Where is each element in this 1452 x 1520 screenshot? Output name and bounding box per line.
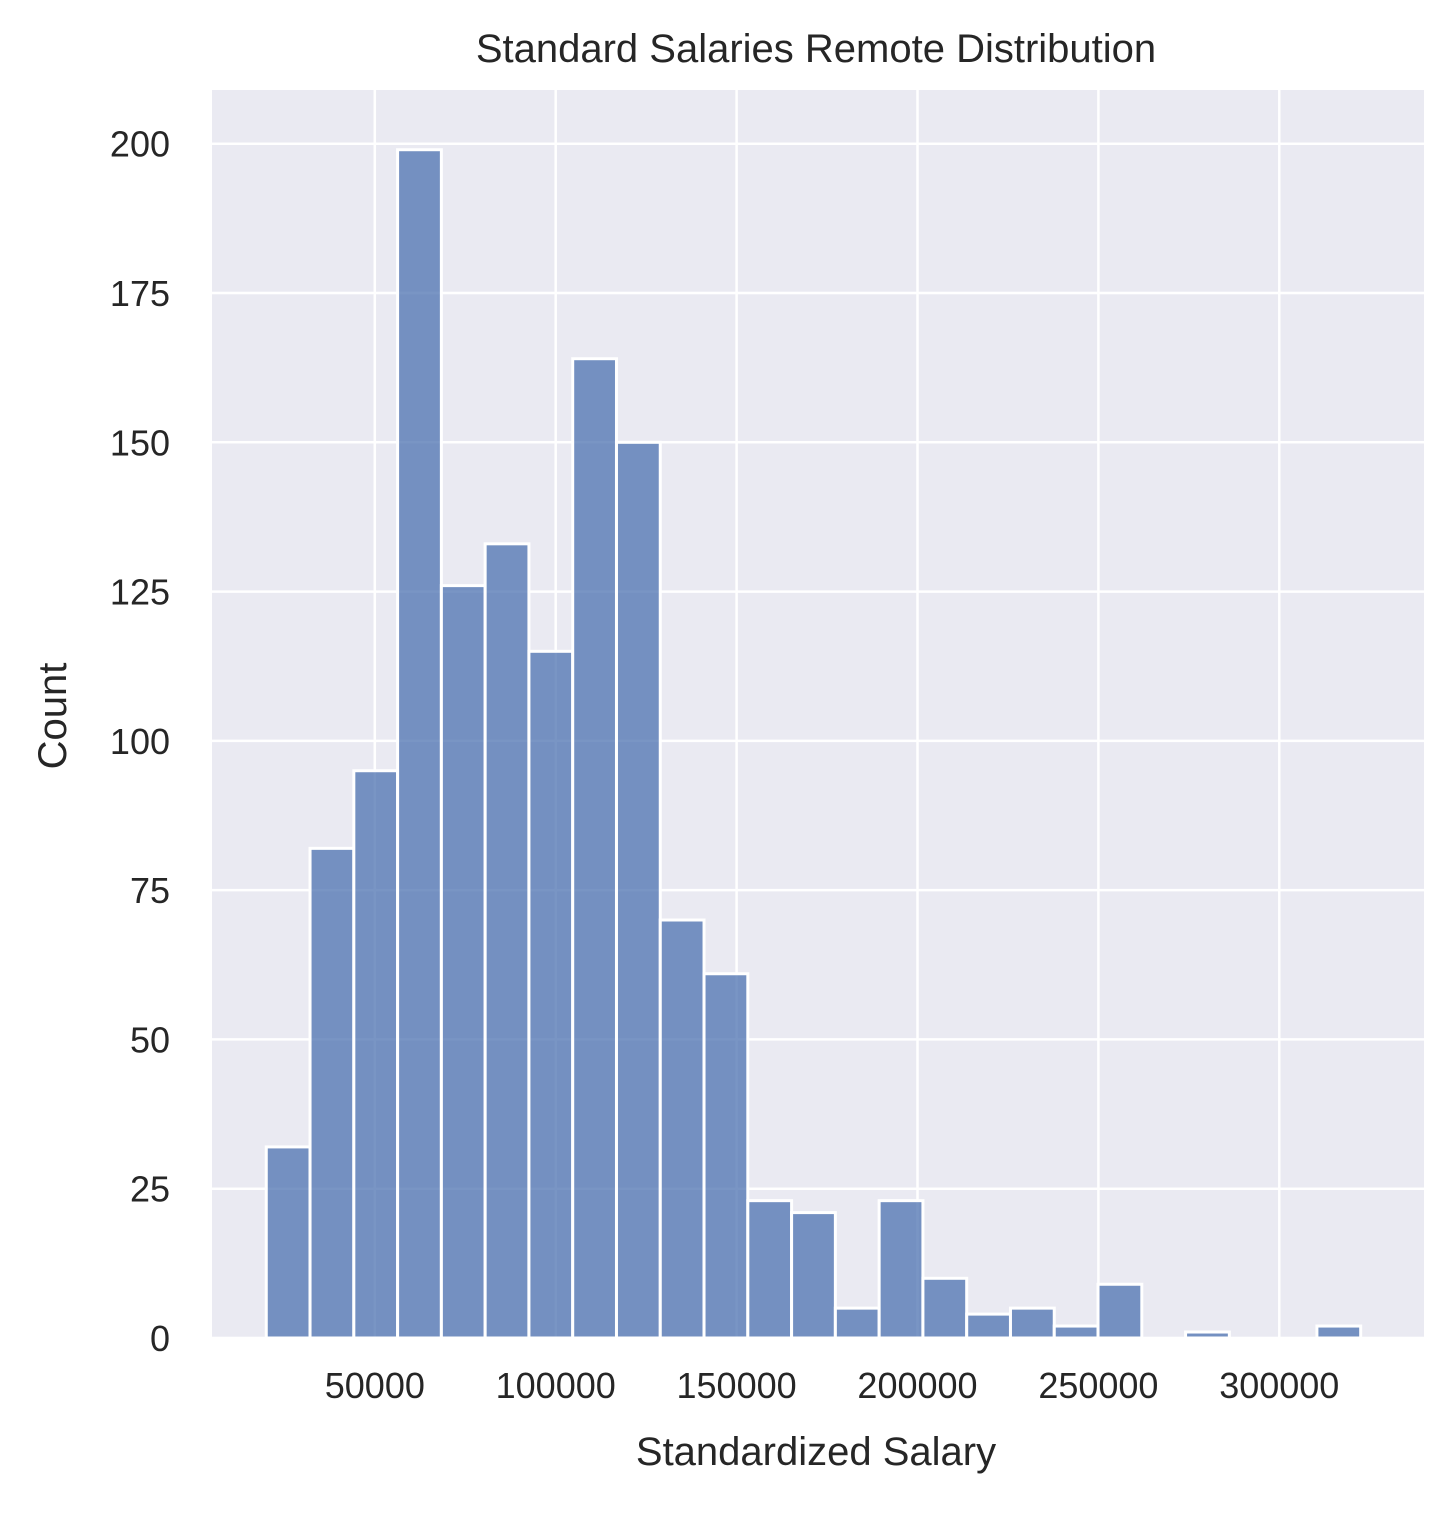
histogram-bar: [1184, 1330, 1231, 1340]
y-tick-label: 125: [110, 572, 170, 613]
bars: [264, 148, 1363, 1340]
x-tick-label: 100000: [496, 1365, 616, 1406]
x-tick-label: 200000: [857, 1365, 977, 1406]
histogram-bar: [658, 918, 706, 1340]
x-tick-label: 150000: [677, 1365, 797, 1406]
y-tick-label: 25: [130, 1169, 170, 1210]
histogram-bar: [965, 1312, 1012, 1340]
histogram-bar: [308, 846, 356, 1340]
y-tick-label: 75: [130, 870, 170, 911]
y-tick-labels: 0 25 50 75 100 125 150 175 200: [110, 124, 170, 1359]
x-tick-label: 250000: [1038, 1365, 1158, 1406]
histogram-bar: [1052, 1324, 1100, 1340]
histogram-bar: [527, 649, 575, 1340]
histogram-bar: [1315, 1324, 1363, 1340]
y-tick-label: 200: [110, 124, 170, 165]
histogram-bar: [877, 1199, 925, 1340]
chart-title: Standard Salaries Remote Distribution: [476, 27, 1156, 71]
histogram-bar: [1096, 1282, 1144, 1340]
histogram-bar: [702, 972, 750, 1340]
histogram-bar: [790, 1211, 837, 1340]
x-tick-labels: 50000 100000 150000 200000 250000 300000: [325, 1365, 1340, 1406]
y-tick-label: 50: [130, 1019, 170, 1060]
x-tick-label: 300000: [1219, 1365, 1339, 1406]
y-tick-label: 150: [110, 422, 170, 463]
histogram-bar: [439, 584, 487, 1340]
y-tick-label: 100: [110, 721, 170, 762]
histogram-bar: [614, 440, 662, 1340]
histogram-bar: [571, 357, 618, 1340]
histogram-bar: [746, 1199, 794, 1340]
x-tick-label: 50000: [325, 1365, 425, 1406]
histogram-bar: [921, 1276, 969, 1340]
histogram-bar: [1008, 1306, 1056, 1340]
y-tick-label: 175: [110, 273, 170, 314]
histogram-bar: [483, 542, 531, 1340]
histogram-bar: [833, 1306, 881, 1340]
y-axis-label: Count: [31, 663, 75, 770]
y-tick-label: 0: [150, 1318, 170, 1359]
histogram-bar: [264, 1145, 312, 1340]
x-axis-label: Standardized Salary: [636, 1430, 996, 1474]
histogram-bar: [352, 769, 400, 1340]
histogram-bar: [396, 148, 443, 1340]
